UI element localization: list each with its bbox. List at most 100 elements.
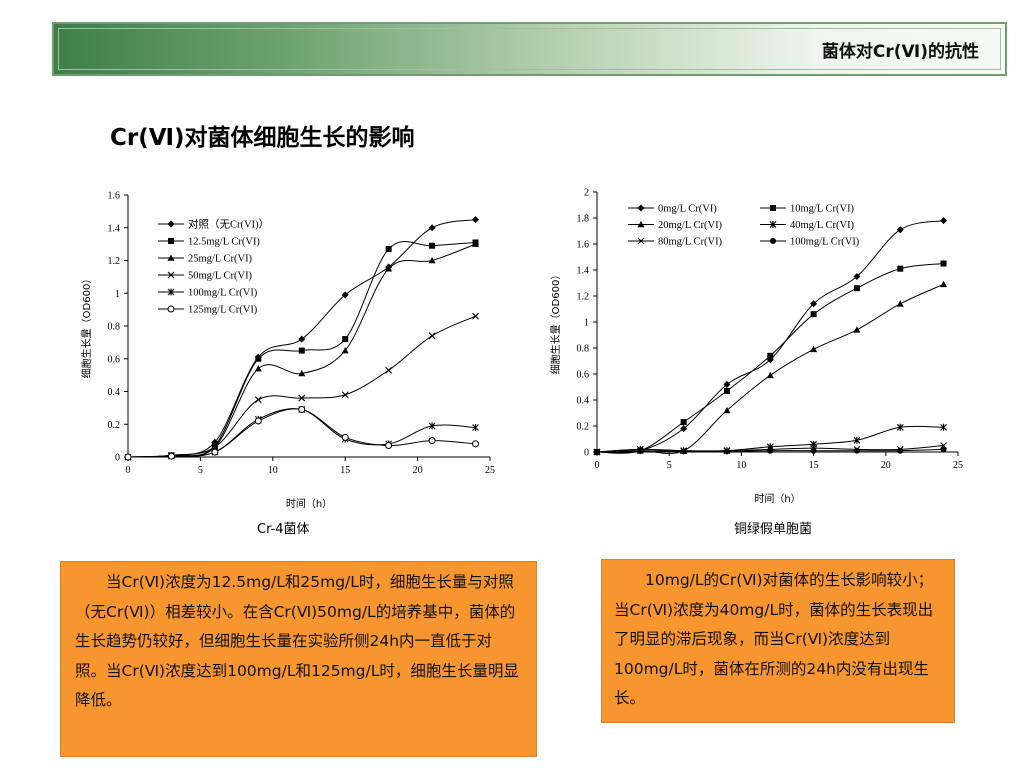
chart1-x-tick-label: 10: [736, 460, 746, 471]
chart-cr4: 0 5 10 15 20 25 0 0.2 0.4 0.6 0.8 1 1.2 1.4 1.6 时间（h） 细胞…: [80, 191, 495, 511]
chart1-legend-item: 20mg/L Cr(VI): [628, 220, 723, 231]
chart0-data-point: [428, 422, 436, 430]
chart0-data-point: [385, 265, 393, 272]
chart0-legend-label: 25mg/L Cr(VI): [188, 254, 253, 265]
chart0-series-line: [127, 408, 476, 458]
chart0-x-tick-label: 25: [485, 465, 495, 476]
chart1-legend-label: 80mg/L Cr(VI): [658, 237, 723, 248]
chart1-x-axis-label: 时间（h）: [754, 492, 800, 505]
chart1-x-tick-label: 5: [667, 460, 672, 471]
chart0-data-point: [385, 442, 393, 450]
chart-caption-cr4: Cr-4菌体: [257, 522, 310, 537]
chart0-data-point: [211, 443, 219, 451]
chart0-data-point: [472, 240, 480, 247]
chart1-data-point: [853, 273, 861, 280]
chart0-data-point: [429, 242, 436, 249]
chart1-legend-item: 80mg/L Cr(VI): [628, 237, 723, 248]
chart0-data-point: [124, 453, 132, 461]
header-banner: 菌体对Cr(Ⅵ)的抗性: [52, 22, 1007, 76]
chart0-data-point: [385, 246, 392, 253]
chart1-legend-item: 10mg/L Cr(VI): [760, 204, 855, 215]
chart1-data-point: [680, 425, 688, 433]
chart0-legend-label: 12.5mg/L Cr(VI): [188, 237, 260, 248]
chart0-legend-item: 50mg/L Cr(VI): [158, 271, 253, 282]
chart1-legend-marker: [637, 221, 645, 228]
chart0-legend-item: 25mg/L Cr(VI): [158, 254, 253, 265]
chart1-data-point: [810, 300, 818, 308]
banner-inner-border: [58, 28, 1001, 70]
chart1-data-point: [723, 406, 731, 414]
chart0-x-tick-label: 15: [340, 465, 350, 476]
chart0-series-line: [127, 408, 476, 458]
chart1-data-point: [940, 446, 947, 453]
chart1-data-point: [680, 419, 687, 426]
chart0-data-point: [342, 336, 349, 343]
chart1-data-point: [637, 447, 644, 454]
chart1-data-point: [853, 326, 861, 333]
chart0-y-tick-label: 0: [115, 453, 120, 464]
chart0-y-tick-label: 0.6: [108, 354, 121, 365]
chart1-x-tick-label: 0: [595, 460, 600, 471]
chart0-y-tick-label: 1.2: [108, 256, 121, 267]
chart0-data-point: [472, 216, 480, 224]
chart1-y-axis-label: 细胞生长量（OD600）: [549, 270, 562, 375]
chart0-legend-item: 12.5mg/L Cr(VI): [158, 237, 260, 248]
chart1-y-tick-label: 0.6: [577, 370, 590, 381]
chart1-y-tick-label: 0.8: [577, 344, 590, 355]
chart0-legend-item: 对照（无Cr(VI)）: [158, 218, 269, 231]
chart0-data-point: [341, 291, 349, 299]
chart0-data-point: [472, 312, 479, 320]
chart0-data-point: [428, 224, 436, 232]
banner-title: 菌体对Cr(Ⅵ)的抗性: [821, 42, 979, 62]
chart-caption-pseudomonas: 铜绿假单胞菌: [734, 522, 813, 537]
chart0-legend-label: 100mg/L Cr(VI): [188, 288, 258, 299]
chart0-legend-label: 125mg/L Cr(VI): [188, 305, 258, 316]
chart1-data-point: [853, 285, 860, 292]
chart0-data-point: [428, 437, 436, 445]
chart1-data-point: [897, 447, 904, 454]
chart1-legend-label: 0mg/L Cr(VI): [658, 204, 717, 215]
chart1-y-tick-label: 1.6: [577, 240, 590, 251]
chart0-series-3: [124, 312, 479, 461]
chart0-data-point: [167, 452, 175, 460]
chart0-y-tick-label: 0.4: [108, 387, 121, 398]
chart0-y-tick-label: 0.2: [108, 420, 121, 431]
chart1-legend-marker: [637, 237, 645, 245]
chart1-legend-label: 100mg/L Cr(VI): [790, 237, 860, 248]
chart1-legend-marker: [769, 221, 777, 228]
chart0-legend-marker: [167, 254, 175, 261]
chart1-data-point: [680, 448, 687, 455]
chart1-data-point: [897, 265, 904, 272]
chart1-legend: 0mg/L Cr(VI) 10mg/L Cr(VI) 20mg/L Cr(VI) 40…: [628, 204, 860, 248]
chart0-data-point: [428, 257, 436, 264]
chart0-legend-marker: [167, 305, 175, 313]
chart1-data-point: [896, 423, 904, 431]
chart1-data-point: [940, 280, 948, 288]
chart0-series-1: [125, 239, 479, 460]
chart1-data-point: [940, 217, 948, 225]
chart0-legend-marker: [168, 238, 174, 244]
chart1-y-tick-label: 1: [584, 318, 589, 329]
chart0-data-point: [254, 396, 262, 404]
chart1-data-point: [767, 352, 774, 359]
chart1-data-point: [940, 260, 947, 267]
chart0-y-tick-label: 1.4: [108, 223, 121, 234]
chart0-y-tick-label: 1.6: [108, 191, 121, 202]
chart0-legend-item: 125mg/L Cr(VI): [158, 305, 258, 316]
chart0-series-5: [124, 406, 480, 461]
chart1-series-line: [596, 220, 944, 454]
textbox-right-text: 10mg/L的Cr(Ⅵ)对菌体的生长影响较小；当Cr(Ⅵ)浓度为40mg/L时，…: [614, 571, 934, 707]
chart0-legend-marker: [167, 220, 175, 228]
chart0-data-point: [341, 347, 349, 354]
chart1-legend-item: 100mg/L Cr(VI): [760, 237, 860, 248]
chart0-data-point: [298, 369, 306, 377]
chart1-data-point: [767, 447, 774, 454]
chart1-data-point: [896, 226, 904, 234]
chart1-legend-label: 40mg/L Cr(VI): [790, 220, 855, 231]
chart0-data-point: [298, 335, 306, 343]
chart1-series-line: [596, 283, 944, 455]
chart-pseudomonas: 0 5 10 15 20 25 0 0.2 0.4 0.6 0.8 1 1.2 1.4 1.6 1.8 2 时间（…: [549, 188, 963, 506]
chart0-legend-label: 50mg/L Cr(VI): [188, 271, 253, 282]
chart1-x-tick-label: 15: [809, 460, 819, 471]
chart1-data-point: [940, 423, 947, 431]
